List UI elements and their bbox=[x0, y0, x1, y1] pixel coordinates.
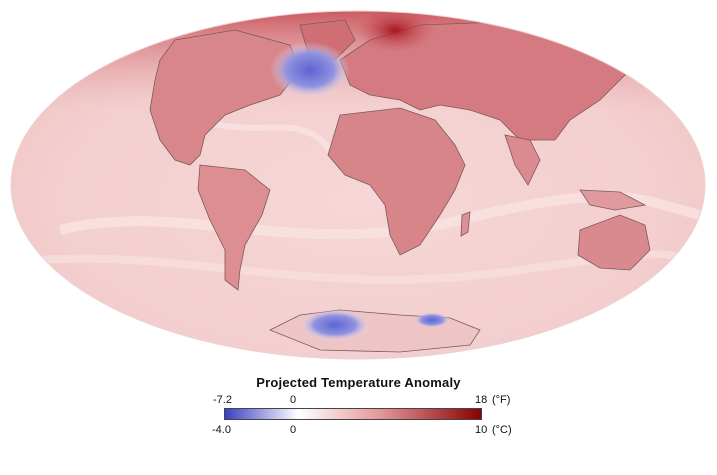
fahrenheit-unit-label: (°F) bbox=[492, 394, 511, 406]
antarctic-cold-anomaly-east bbox=[414, 312, 450, 328]
madagascar bbox=[460, 211, 471, 237]
ocean-streak bbox=[199, 117, 333, 152]
color-legend: Projected Temperature Anomaly -7.2 0 18 … bbox=[0, 365, 717, 475]
australia bbox=[577, 214, 651, 271]
temperature-anomaly-map bbox=[10, 10, 706, 360]
world-map bbox=[10, 10, 706, 360]
indonesia bbox=[579, 189, 647, 211]
celsius-zero-label: 0 bbox=[290, 424, 297, 436]
antarctic-cold-anomaly bbox=[300, 309, 370, 341]
globe bbox=[11, 11, 705, 359]
south-asia bbox=[504, 134, 541, 186]
celsius-max-label: 10 bbox=[475, 424, 488, 436]
globe-outline bbox=[10, 10, 706, 360]
south-america bbox=[197, 164, 271, 291]
celsius-min-label: -4.0 bbox=[212, 424, 231, 436]
celsius-unit-label: (°C) bbox=[492, 424, 512, 436]
fahrenheit-max-label: 18 bbox=[475, 394, 488, 406]
fahrenheit-min-label: -7.2 bbox=[213, 394, 232, 406]
fahrenheit-zero-label: 0 bbox=[290, 394, 297, 406]
arctic-hot-anomaly bbox=[355, 11, 435, 52]
africa bbox=[327, 107, 466, 256]
legend-title: Projected Temperature Anomaly bbox=[256, 375, 461, 390]
colorbar bbox=[224, 408, 482, 420]
north-atlantic-cold-anomaly bbox=[270, 42, 350, 98]
